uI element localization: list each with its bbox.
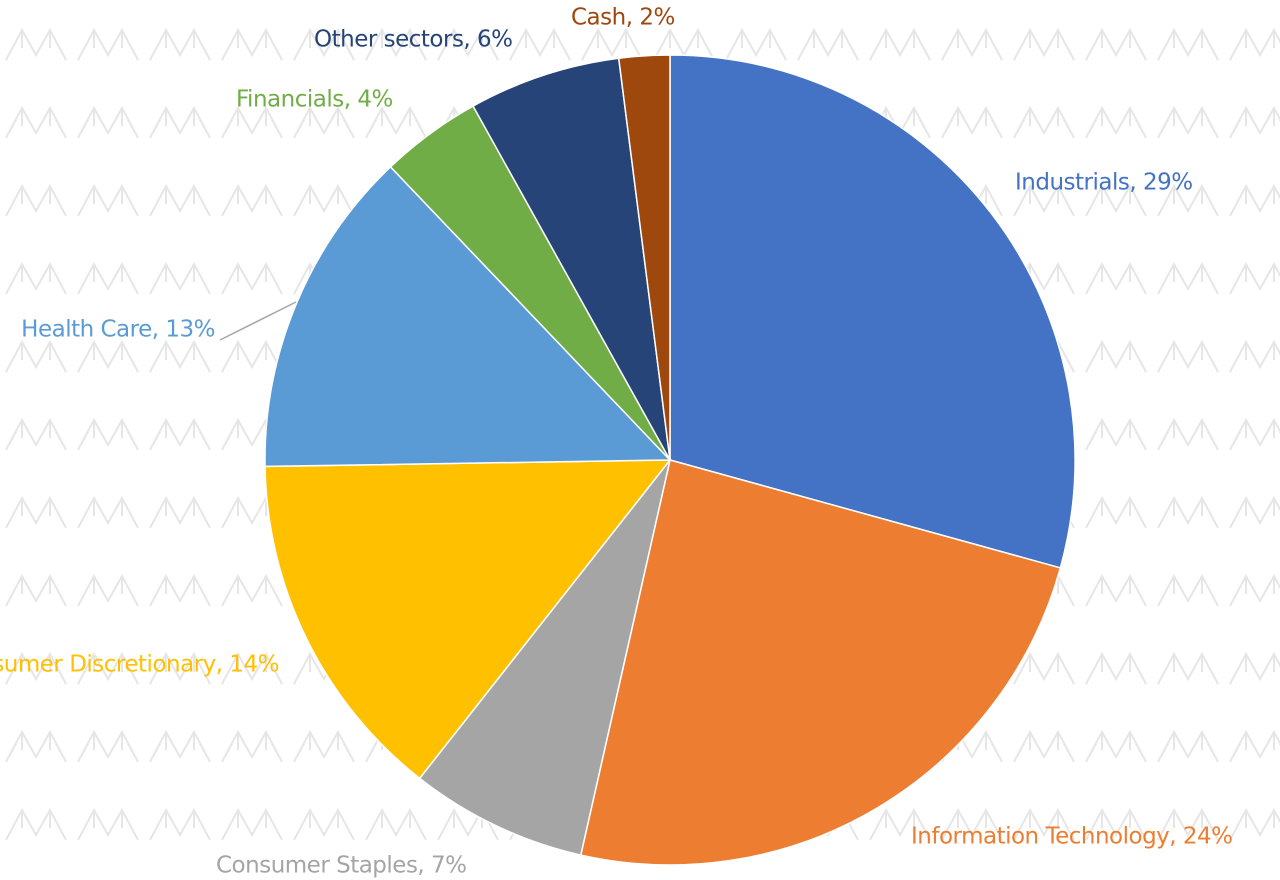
pie-slice (472, 57, 671, 461)
pie-slice (617, 54, 671, 461)
pie-slice (264, 165, 672, 468)
data-label: Other sectors, 6% (314, 27, 513, 53)
pie-slice (669, 54, 1076, 569)
data-label: Financials, 4% (236, 87, 393, 113)
data-label: Health Care, 13% (21, 317, 215, 343)
data-label: Consumer Staples, 7% (216, 853, 467, 879)
data-label: Industrials, 29% (1015, 170, 1193, 196)
pie-slice (418, 459, 671, 856)
data-label: Cash, 2% (571, 5, 675, 31)
pie-slice (579, 459, 1062, 866)
data-label: Information Technology, 24% (911, 824, 1233, 850)
pie-slice (264, 459, 672, 780)
leader-line (219, 301, 297, 341)
pie (264, 54, 1076, 866)
data-label: Consumer Discretionary, 14% (0, 652, 279, 678)
